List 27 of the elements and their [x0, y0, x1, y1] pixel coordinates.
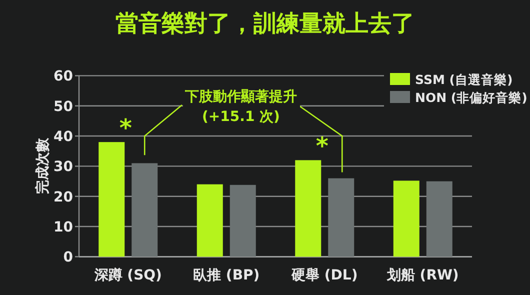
y-axis-title: 完成次數: [34, 137, 51, 194]
bar: [328, 178, 354, 257]
x-tick-label: 硬舉 (DL): [290, 268, 358, 284]
annotation: *: [119, 114, 132, 142]
y-tick-label: 30: [54, 159, 74, 176]
annotation: 下肢動作顯著提升: [184, 88, 297, 105]
annotation: (+15.1 次): [202, 109, 280, 125]
y-tick-label: 20: [54, 189, 74, 206]
bar: [393, 180, 420, 257]
y-tick-label: 40: [54, 129, 74, 146]
bar: [230, 184, 256, 257]
annotation: *: [316, 132, 329, 160]
bar: [132, 163, 158, 257]
bar: [295, 160, 322, 257]
y-tick-label: 10: [54, 220, 74, 236]
legend-label: SSM (自選音樂): [415, 72, 513, 87]
y-tick-label: 50: [54, 98, 74, 115]
x-tick-label: 划船 (RW): [386, 268, 459, 284]
bar: [196, 184, 223, 257]
x-tick-label: 深蹲 (SQ): [93, 266, 162, 284]
bar: [98, 142, 125, 257]
y-tick-label: 60: [54, 68, 74, 85]
bar: [426, 181, 452, 257]
chart-title: 當音樂對了，訓練量就上去了: [116, 10, 414, 37]
y-tick-label: 0: [63, 250, 74, 266]
legend-label: NON (非偏好音樂): [415, 90, 528, 105]
x-tick-label: 臥推 (BP): [193, 268, 260, 284]
